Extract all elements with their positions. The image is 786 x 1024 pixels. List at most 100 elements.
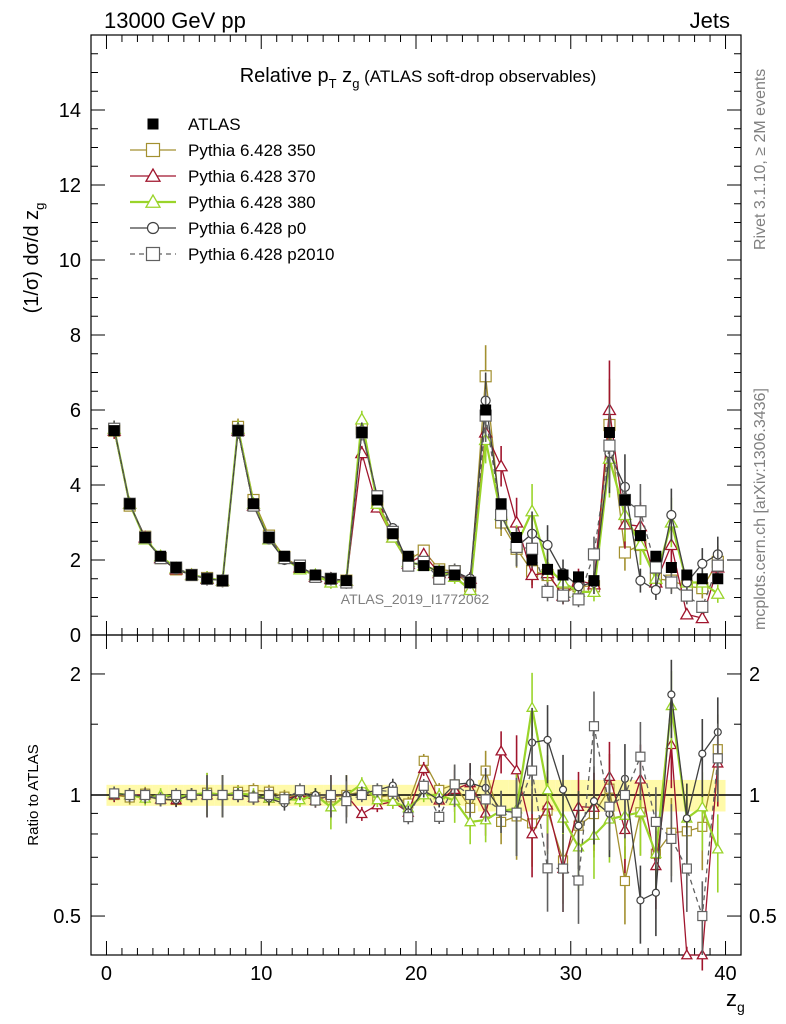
- series-line: [113, 415, 719, 608]
- data-point: [589, 797, 599, 806]
- data-point: [140, 789, 151, 801]
- data-point: [619, 494, 631, 506]
- data-point: [144, 193, 162, 208]
- data-point: [434, 811, 445, 822]
- data-point: [403, 812, 414, 823]
- data-point: [124, 498, 136, 510]
- data-point: [680, 948, 693, 960]
- data-point: [386, 795, 399, 806]
- data-point: [698, 749, 707, 758]
- data-point: [108, 425, 120, 437]
- data-point: [682, 814, 691, 823]
- data-point: [495, 498, 507, 510]
- data-point: [526, 765, 538, 776]
- data-point: [402, 550, 414, 562]
- main-data: [107, 345, 725, 624]
- data-point: [603, 439, 616, 452]
- data-point: [651, 888, 660, 897]
- data-point: [525, 542, 539, 555]
- data-point: [464, 577, 476, 588]
- x-tick-label: 20: [405, 963, 427, 985]
- data-point: [681, 863, 692, 874]
- data-point: [542, 863, 553, 874]
- data-point: [341, 796, 352, 807]
- ratio-axes: 0.5 0.51 12 20 10 20 30 40: [53, 635, 777, 985]
- data-point: [109, 788, 120, 799]
- data-point: [712, 753, 723, 764]
- data-point: [232, 425, 244, 437]
- data-point: [634, 805, 647, 817]
- y-tick-label: 8: [70, 325, 81, 347]
- data-point: [666, 509, 677, 521]
- data-point: [463, 582, 478, 596]
- data-point: [464, 815, 477, 827]
- data-point: [574, 821, 583, 830]
- ratio-y-tick-label: 2: [70, 664, 81, 686]
- x-tick-label: 0: [101, 963, 112, 985]
- ratio-y-tick-label: 1: [70, 785, 81, 807]
- data-point: [418, 560, 430, 572]
- data-point: [696, 600, 709, 613]
- data-point: [356, 427, 368, 438]
- x-axis-label: zg: [726, 986, 745, 1015]
- data-point: [201, 789, 213, 801]
- y-tick-label: 10: [59, 250, 81, 272]
- data-point: [371, 494, 383, 506]
- data-point: [665, 576, 678, 589]
- data-point: [680, 589, 693, 602]
- y-tick-label: 0: [70, 625, 81, 647]
- data-point: [510, 540, 523, 553]
- data-point: [679, 607, 694, 620]
- data-point: [573, 581, 584, 592]
- data-point: [139, 532, 151, 543]
- data-point: [542, 539, 553, 551]
- data-point: [387, 786, 398, 797]
- data-point: [465, 789, 476, 801]
- ratio-y-tick-label-right: 2: [749, 664, 760, 686]
- rivet-label: Rivet 3.1.10, ≥ 2M events: [752, 69, 769, 250]
- data-point: [449, 569, 461, 581]
- ratio-y-tick-label-right: 1: [749, 785, 760, 807]
- data-point: [511, 532, 523, 543]
- data-point: [294, 785, 306, 796]
- data-point: [634, 530, 646, 542]
- data-point: [263, 532, 275, 543]
- data-point: [604, 801, 615, 812]
- header-process: 13000 GeV pp: [104, 8, 246, 33]
- x-tick-label: 30: [560, 963, 582, 985]
- data-point: [496, 805, 507, 816]
- data-point: [619, 875, 631, 887]
- data-point: [435, 796, 444, 805]
- data-point: [217, 575, 229, 587]
- legend-label: Pythia 6.428 370: [188, 167, 316, 186]
- data-point: [124, 789, 135, 801]
- data-point: [155, 794, 166, 805]
- data-point: [635, 751, 646, 762]
- data-point: [480, 794, 491, 805]
- ratio-y-tick-label: 0.5: [53, 906, 81, 928]
- ratio-line: [114, 726, 719, 917]
- data-point: [667, 690, 676, 699]
- data-point: [248, 498, 259, 510]
- data-point: [511, 807, 522, 818]
- data-point: [372, 785, 383, 796]
- y-tick-label: 2: [70, 550, 81, 572]
- data-point: [619, 789, 631, 801]
- data-point: [417, 762, 430, 774]
- data-point: [650, 550, 662, 562]
- data-point: [558, 785, 568, 794]
- legend-label: Pythia 6.428 350: [188, 141, 316, 160]
- legend: ATLAS Pythia 6.428 350 Pythia 6.428 370 Pyt…: [130, 115, 335, 264]
- data-point: [493, 458, 509, 472]
- data-point: [633, 537, 648, 551]
- data-point: [232, 789, 244, 801]
- legend-label: ATLAS: [188, 115, 241, 134]
- data-point: [449, 779, 460, 790]
- y-tick-label: 4: [70, 475, 81, 497]
- header-category: Jets: [690, 8, 730, 33]
- data-point: [696, 573, 708, 585]
- data-point: [494, 744, 508, 756]
- series-line: [113, 419, 719, 595]
- data-point: [278, 550, 290, 562]
- data-point: [355, 807, 368, 819]
